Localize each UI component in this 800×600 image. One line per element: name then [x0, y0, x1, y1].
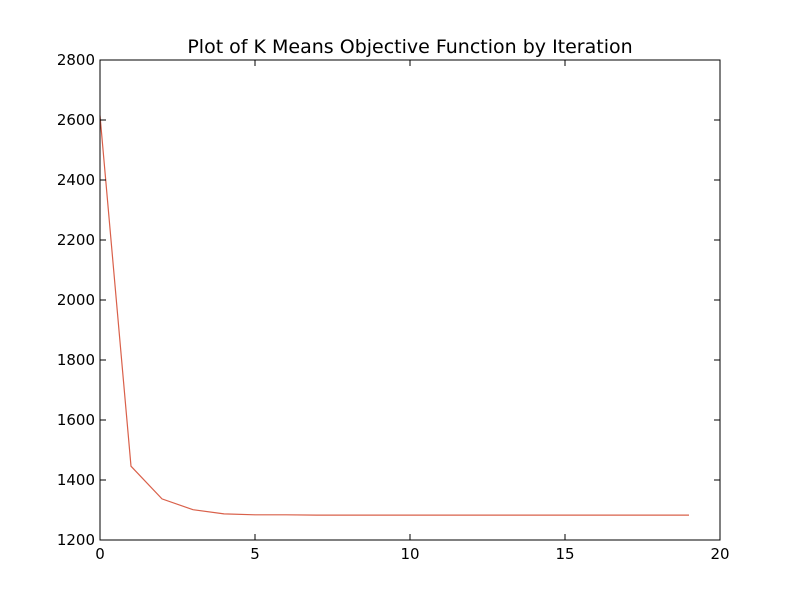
- y-tick-label: 2800: [57, 51, 95, 69]
- plot-area: [99, 115, 689, 516]
- y-tick-label: 2400: [57, 171, 95, 189]
- series-line-0: [99, 115, 689, 516]
- y-tick-label: 2600: [57, 111, 95, 129]
- x-tick-label: 20: [710, 545, 729, 563]
- axes-frame: [99, 59, 721, 541]
- y-tick-label: 1200: [57, 531, 95, 549]
- x-tick-label: 0: [95, 545, 105, 563]
- y-tick-label: 2000: [57, 291, 95, 309]
- x-tick-label: 5: [250, 545, 260, 563]
- x-tick-label: 15: [555, 545, 574, 563]
- x-tick-label: 10: [400, 545, 419, 563]
- y-tick-label: 1400: [57, 471, 95, 489]
- y-tick-label: 1800: [57, 351, 95, 369]
- y-tick-label: 1600: [57, 411, 95, 429]
- chart-title: Plot of K Means Objective Function by It…: [187, 36, 632, 58]
- y-tick-label: 2200: [57, 231, 95, 249]
